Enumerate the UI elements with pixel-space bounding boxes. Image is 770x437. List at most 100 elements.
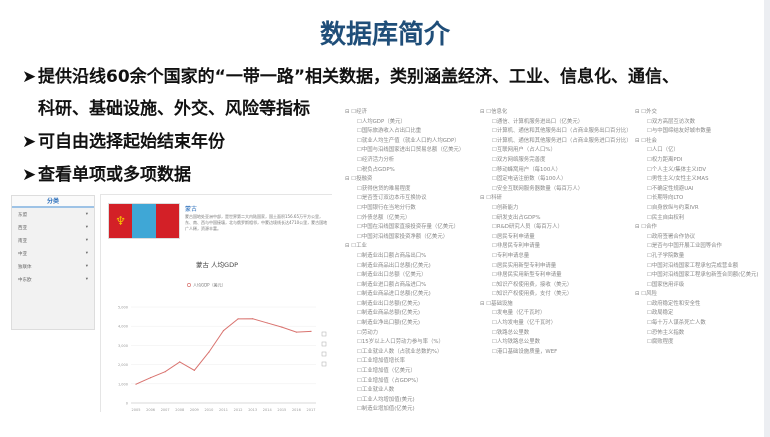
collapse-icon[interactable]: ⊟ — [635, 224, 640, 231]
checkbox-icon[interactable]: ☐ — [357, 291, 362, 298]
data-point[interactable] — [266, 322, 268, 324]
checkbox-icon[interactable]: ☐ — [647, 185, 652, 192]
tree-item[interactable]: ☐中国对沿线国家投资净额（亿美元） — [345, 233, 464, 243]
tree-item[interactable]: ☐制造业商品总额(亿美元) — [345, 309, 464, 319]
sidebar-item[interactable]: 东盟 ▾ — [12, 208, 94, 221]
tree-item[interactable]: ☐铁路总公里数 — [480, 329, 632, 339]
tree-item[interactable]: ☐固定电话注册数（每100人） — [480, 175, 632, 185]
data-point[interactable] — [310, 330, 312, 332]
checkbox-icon[interactable]: ☐ — [492, 147, 497, 154]
checkbox-icon[interactable]: ☐ — [357, 377, 362, 384]
legend-label[interactable]: 人均GDP（美元） — [193, 282, 226, 288]
tree-item[interactable]: ☐腐败程度 — [635, 338, 758, 348]
checkbox-icon[interactable]: ☐ — [647, 147, 652, 154]
tree-item[interactable]: ☐居民专利申请量 — [480, 233, 632, 243]
tree-item[interactable]: ☐制造业出口额占商品出口% — [345, 252, 464, 262]
tree-item[interactable]: ☐发电量（亿千瓦时） — [480, 309, 632, 319]
data-point[interactable] — [252, 318, 254, 320]
checkbox-icon[interactable]: ☐ — [492, 128, 497, 135]
checkbox-icon[interactable]: ☐ — [492, 118, 497, 125]
data-point[interactable] — [149, 377, 152, 379]
tree-category[interactable]: ⊟ ☐社会 — [635, 137, 758, 147]
tree-category[interactable]: ⊟ ☐信息化 — [480, 108, 632, 118]
sidebar-item[interactable]: 中亚 ▾ — [12, 247, 94, 260]
checkbox-icon[interactable]: ☐ — [647, 176, 652, 183]
tree-item[interactable]: ☐人均发电量（亿千瓦时） — [480, 319, 632, 329]
tree-item[interactable]: ☐制造业出口总额(亿美元) — [345, 300, 464, 310]
tree-item[interactable]: ☐制造业商品进口总额(亿美元) — [345, 290, 464, 300]
data-point[interactable] — [164, 371, 166, 373]
tree-item[interactable]: ☐中国在沿线国家直接投资存量（亿美元） — [345, 223, 464, 233]
restore-icon[interactable] — [321, 341, 327, 347]
checkbox-icon[interactable]: ☐ — [357, 348, 362, 355]
tree-category[interactable]: ⊟ ☐科研 — [480, 194, 632, 204]
checkbox-icon[interactable]: ☐ — [357, 368, 362, 375]
tree-item[interactable]: ☐税负占GDP% — [345, 166, 464, 176]
tree-item[interactable]: ☐经济活力分析 — [345, 156, 464, 166]
checkbox-icon[interactable]: ☐ — [492, 204, 497, 211]
checkbox-icon[interactable]: ☐ — [647, 118, 652, 125]
checkbox-icon[interactable]: ☐ — [357, 166, 362, 173]
data-point[interactable] — [222, 330, 225, 332]
checkbox-icon[interactable]: ☐ — [492, 233, 497, 240]
checkbox-icon[interactable]: ☐ — [486, 195, 492, 202]
tree-item[interactable]: ☐自身放纵与约束IVR — [635, 204, 758, 214]
legend-marker[interactable] — [187, 283, 191, 287]
country-name[interactable]: 蒙古 — [185, 206, 198, 213]
collapse-icon[interactable]: ⊟ — [345, 109, 350, 115]
checkbox-icon[interactable]: ☐ — [357, 224, 362, 231]
tree-item[interactable]: ☐男性主义/女性主义MAS — [635, 175, 758, 185]
collapse-icon[interactable]: ⊟ — [635, 291, 640, 298]
checkbox-icon[interactable]: ☐ — [647, 300, 652, 307]
checkbox-icon[interactable]: ☐ — [492, 214, 497, 221]
collapse-icon[interactable]: ⊟ — [345, 176, 350, 183]
checkbox-icon[interactable]: ☐ — [357, 358, 362, 365]
tree-item[interactable]: ☐外债总额（亿美元） — [345, 214, 464, 224]
checkbox-icon[interactable]: ☐ — [492, 166, 497, 173]
tree-category[interactable]: ⊟ ☐基础设施 — [480, 300, 632, 310]
checkbox-icon[interactable]: ☐ — [357, 387, 362, 394]
checkbox-icon[interactable]: ☐ — [647, 281, 652, 288]
tree-item[interactable]: ☐恐怖主义指数 — [635, 329, 758, 339]
tree-item[interactable]: ☐非居民专利申请量 — [480, 242, 632, 252]
tree-item[interactable]: ☐不确定性规避UAI — [635, 185, 758, 195]
checkbox-icon[interactable]: ☐ — [351, 243, 357, 250]
tree-item[interactable]: ☐双方高层互访次数 — [635, 118, 758, 128]
sidebar-item[interactable]: 中东欧 ▾ — [12, 273, 94, 286]
checkbox-icon[interactable]: ☐ — [492, 339, 497, 346]
tree-item[interactable]: ☐长期导向LTO — [635, 194, 758, 204]
tree-item[interactable]: ☐劳动力 — [345, 329, 464, 339]
checkbox-icon[interactable]: ☐ — [492, 262, 497, 269]
tree-item[interactable]: ☐政府稳定性和安全性 — [635, 300, 758, 310]
checkbox-icon[interactable]: ☐ — [492, 329, 497, 336]
tree-item[interactable]: ☐就业人均生产值（就业人口的人均GDP） — [345, 137, 464, 147]
checkbox-icon[interactable]: ☐ — [647, 339, 652, 346]
checkbox-icon[interactable]: ☐ — [357, 233, 362, 240]
checkbox-icon[interactable]: ☐ — [647, 243, 652, 250]
tree-item[interactable]: ☐计算机、通信和其他服务进口（占商业服务进口百分比） — [480, 137, 632, 147]
tree-item[interactable]: ☐工业增加值（占GDP%） — [345, 377, 464, 387]
checkbox-icon[interactable]: ☐ — [492, 320, 497, 327]
checkbox-icon[interactable]: ☐ — [351, 176, 357, 183]
checkbox-icon[interactable]: ☐ — [647, 310, 652, 317]
checkbox-icon[interactable]: ☐ — [492, 156, 497, 163]
tree-item[interactable]: ☐工业增加值增长率 — [345, 357, 464, 367]
tree-item[interactable]: ☐居民实用新型专利申请量 — [480, 262, 632, 272]
checkbox-icon[interactable]: ☐ — [357, 252, 362, 259]
data-point[interactable] — [179, 361, 181, 363]
tree-category[interactable]: ⊟ ☐风险 — [635, 290, 758, 300]
checkbox-icon[interactable]: ☐ — [357, 118, 362, 125]
checkbox-icon[interactable]: ☐ — [647, 233, 652, 240]
data-point[interactable] — [281, 326, 283, 328]
checkbox-icon[interactable]: ☐ — [647, 329, 652, 336]
tree-item[interactable]: ☐个人主义/集体主义IDV — [635, 166, 758, 176]
checkbox-icon[interactable]: ☐ — [357, 214, 362, 221]
tree-item[interactable]: ☐制造业出口总额（亿美元） — [345, 271, 464, 281]
checkbox-icon[interactable]: ☐ — [641, 291, 647, 298]
tree-item[interactable]: ☐孔子学院数量 — [635, 252, 758, 262]
tree-item[interactable]: ☐安全互联网服务器数量（每百万人） — [480, 185, 632, 195]
checkbox-icon[interactable]: ☐ — [492, 252, 497, 259]
checkbox-icon[interactable]: ☐ — [486, 109, 492, 115]
checkbox-icon[interactable]: ☐ — [357, 262, 362, 269]
tree-item[interactable]: ☐权力距离PDI — [635, 156, 758, 166]
